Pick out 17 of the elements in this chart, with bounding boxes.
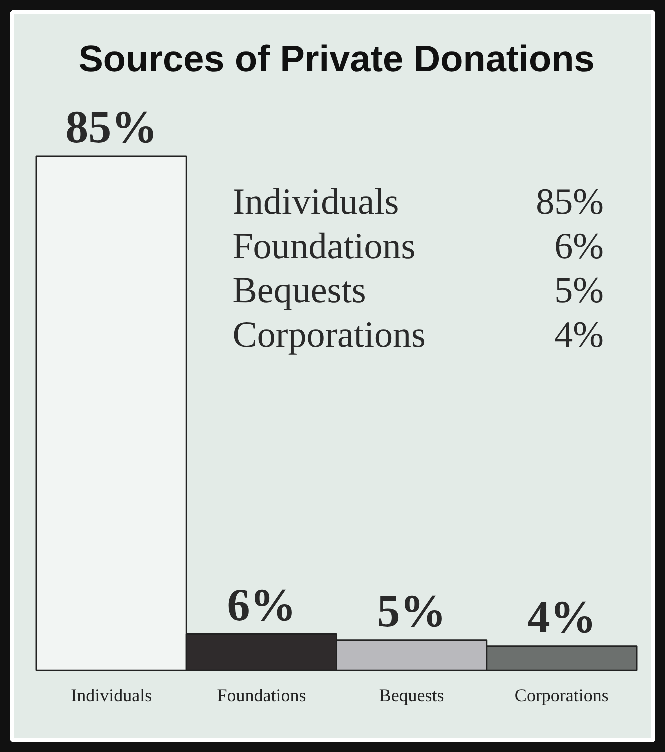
x-tick-label: Corporations (514, 686, 609, 706)
x-tick-label: Individuals (71, 686, 152, 706)
category-label: Bequests (232, 270, 366, 312)
data-label: 6% (227, 579, 296, 630)
text: 4% (554, 314, 604, 356)
data-label: 85% (66, 101, 158, 152)
text: 6% (554, 226, 604, 268)
x-tick-label: Bequests (379, 686, 444, 706)
data-label: 4% (527, 591, 596, 642)
category-label: Individuals (232, 182, 400, 224)
text: 5% (554, 270, 604, 312)
x-tick-label: Foundations (217, 686, 306, 706)
text: 85% (536, 182, 604, 224)
chart-title: Sources of Private Donations (78, 38, 595, 80)
category-label: Corporations (232, 314, 426, 356)
data-label: 5% (377, 585, 446, 636)
category-label: Foundations (232, 226, 416, 268)
